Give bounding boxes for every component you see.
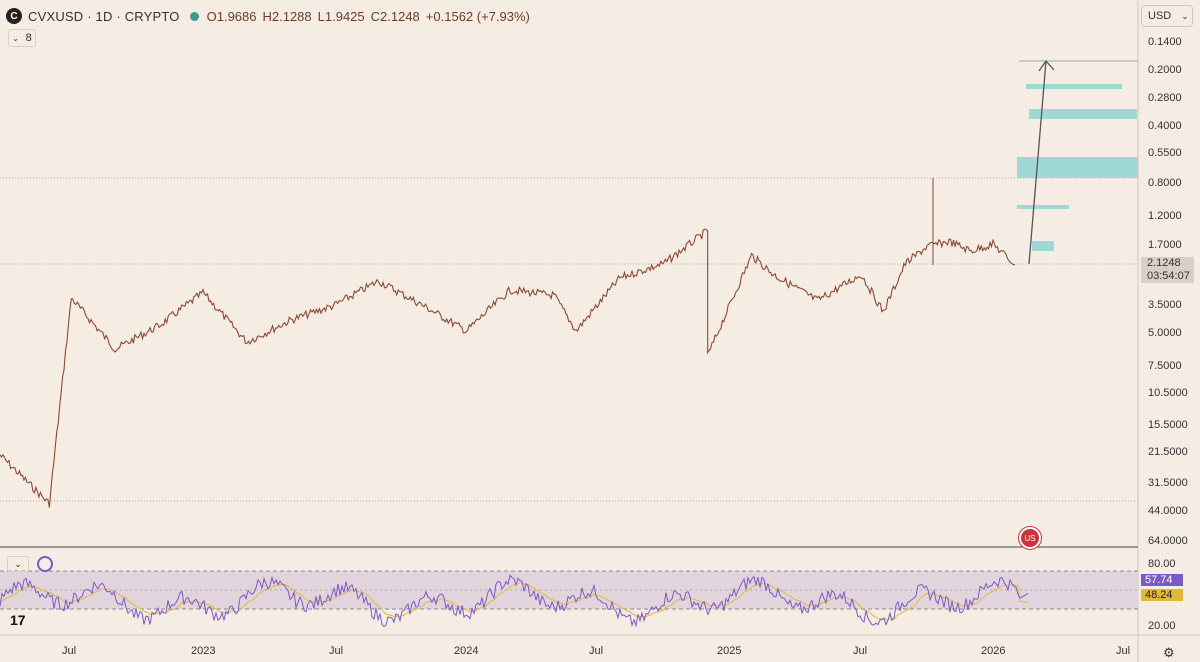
symbol-logo: C — [6, 8, 22, 24]
rsi-ma-value-badge: 48.24 — [1141, 589, 1183, 601]
rsi-tick-label: 20.00 — [1148, 620, 1176, 632]
chevron-down-icon: ⌄ — [12, 33, 19, 43]
time-tick-label: Jul — [853, 645, 868, 657]
projection-arrow — [1028, 60, 1047, 265]
price-tick-label: 1.7000 — [1148, 239, 1182, 251]
price-tick-label: 1.2000 — [1148, 210, 1182, 222]
time-tick-label: 2026 — [981, 645, 1006, 657]
time-tick-label: Jul — [62, 645, 77, 657]
us-flag-icon[interactable]: US — [1019, 527, 1041, 549]
market-status-dot — [189, 11, 199, 21]
time-tick-label: 2023 — [191, 645, 216, 657]
chevron-down-icon: ⌄ — [14, 558, 22, 569]
target-zone-3 — [1017, 157, 1138, 178]
low-value: L1.9425 — [317, 8, 365, 24]
projection-arrowhead — [1038, 59, 1055, 72]
current-price: 2.1248 — [1147, 257, 1181, 269]
chevron-down-icon: ⌄ — [1181, 10, 1189, 21]
price-series-line — [0, 228, 1015, 508]
price-tick-label: 64.0000 — [1148, 535, 1188, 547]
price-tick-label: 15.5000 — [1148, 419, 1188, 431]
time-tick-label: 2024 — [454, 645, 479, 657]
price-tick-label: 21.5000 — [1148, 446, 1188, 458]
time-tick-label: Jul — [1116, 645, 1131, 657]
change-value: +0.1562 (+7.93%) — [425, 8, 530, 24]
current-price-badge: 2.1248 03:54:07 — [1141, 257, 1194, 283]
open-value: O1.9686 — [206, 8, 257, 24]
rsi-collapse-button[interactable]: ⌄ — [7, 556, 29, 572]
price-tick-label: 0.8000 — [1148, 177, 1182, 189]
target-zone-2 — [1029, 109, 1137, 119]
price-tick-label: 5.0000 — [1148, 327, 1182, 339]
price-tick-label: 31.5000 — [1148, 477, 1188, 489]
target-zone-4 — [1017, 205, 1069, 209]
gear-icon[interactable]: ⚙ — [1163, 645, 1175, 660]
bar-countdown: 03:54:07 — [1147, 270, 1190, 282]
currency-select[interactable]: USD ⌄ — [1141, 5, 1193, 27]
price-tick-label: 0.2000 — [1148, 64, 1182, 76]
rsi-line — [0, 574, 1029, 628]
refresh-icon[interactable] — [37, 556, 53, 572]
target-zone-1 — [1026, 84, 1122, 89]
rsi-tick-label: 80.00 — [1148, 558, 1176, 570]
price-tick-label: 0.2800 — [1148, 92, 1182, 104]
currency-label: USD — [1148, 10, 1172, 22]
chart-header: C CVXUSD · 1D · CRYPTO O1.9686 H2.1288 L… — [6, 6, 536, 26]
high-value: H2.1288 — [262, 8, 312, 24]
tradingview-logo: 17 — [10, 612, 26, 628]
symbol-title[interactable]: CVXUSD · 1D · CRYPTO — [28, 8, 180, 24]
price-tick-label: 0.4000 — [1148, 120, 1182, 132]
rsi-ma-line — [0, 582, 1029, 621]
time-tick-label: Jul — [589, 645, 604, 657]
price-tick-label: 10.5000 — [1148, 387, 1188, 399]
price-tick-label: 3.5000 — [1148, 299, 1182, 311]
price-tick-label: 0.1400 — [1148, 36, 1182, 48]
rsi-value-badge: 57.74 — [1141, 574, 1183, 586]
target-zone-5 — [1032, 241, 1054, 251]
indicators-toggle[interactable]: ⌄ 8 — [8, 29, 36, 47]
price-tick-label: 44.0000 — [1148, 505, 1188, 517]
indicators-count: 8 — [25, 32, 32, 44]
close-value: C2.1248 — [370, 8, 420, 24]
price-tick-label: 0.5500 — [1148, 147, 1182, 159]
time-tick-label: 2025 — [717, 645, 742, 657]
rsi-header: ⌄ — [7, 556, 53, 572]
price-tick-label: 7.5000 — [1148, 360, 1182, 372]
time-tick-label: Jul — [329, 645, 344, 657]
